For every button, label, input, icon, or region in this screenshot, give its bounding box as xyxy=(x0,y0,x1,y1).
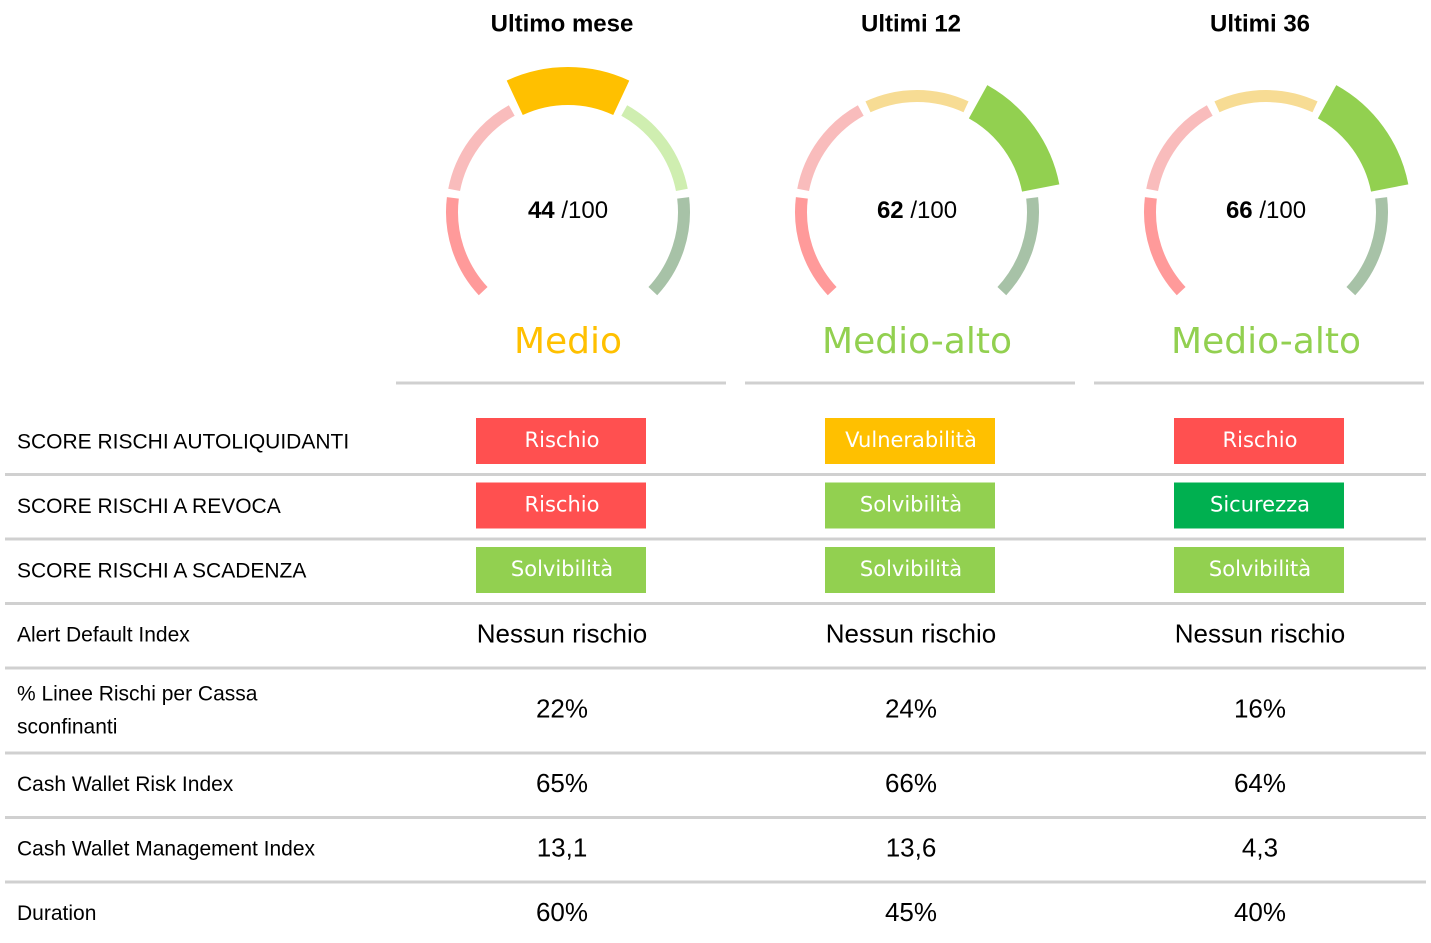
badge xyxy=(825,418,995,464)
gauge-segment xyxy=(795,197,837,296)
cell-value: Nessun rischio xyxy=(1175,619,1346,649)
badge-text: Vulnerabilità xyxy=(845,428,977,452)
cell-value: 66% xyxy=(885,768,937,798)
gauge-active-segment xyxy=(968,85,1060,193)
gauge-segment xyxy=(797,105,864,192)
badge-text: Solvibilità xyxy=(1209,557,1311,581)
gauge-active-segment xyxy=(506,67,630,116)
gauge-segment xyxy=(648,197,690,296)
gauge-segment xyxy=(448,105,515,192)
cell-value: Nessun rischio xyxy=(477,619,648,649)
cell-value: 16% xyxy=(1234,693,1286,723)
gauge-segment xyxy=(1346,197,1388,296)
gauge-segment xyxy=(1214,90,1318,113)
badge-text: Solvibilità xyxy=(860,557,962,581)
gauge-segment xyxy=(446,197,488,296)
cell-value: 40% xyxy=(1234,897,1286,927)
row-label: Duration xyxy=(17,902,96,925)
score-value: 62 xyxy=(877,197,904,224)
badge-text: Solvibilità xyxy=(860,493,962,517)
gauge-score: 44 /100 xyxy=(528,197,608,224)
score-value: 44 xyxy=(528,197,555,224)
badge-text: Rischio xyxy=(525,428,600,452)
score-max: /100 xyxy=(910,197,957,224)
cell-value: 64% xyxy=(1234,768,1286,798)
cell-value: 45% xyxy=(885,897,937,927)
row-label: SCORE RISCHI A REVOCA xyxy=(17,495,281,518)
gauge-active-segment xyxy=(1317,85,1409,193)
score-max: /100 xyxy=(1259,197,1306,224)
score-max: /100 xyxy=(561,197,608,224)
badge-text: Solvibilità xyxy=(511,557,613,581)
row-label: % Linee Rischi per Cassa sconfinanti xyxy=(17,682,258,738)
badge xyxy=(1174,482,1344,529)
gauge-segment xyxy=(621,105,688,192)
cell-value: 13,1 xyxy=(537,833,588,863)
cell-value: Nessun rischio xyxy=(826,619,997,649)
gauge-segment xyxy=(1144,197,1186,296)
rating: Medio-alto xyxy=(1171,321,1361,362)
badge xyxy=(1174,418,1344,464)
cell-value: 65% xyxy=(536,768,588,798)
cell-value: 24% xyxy=(885,693,937,723)
row-label-line: % Linee Rischi per Cassa xyxy=(17,682,258,705)
badge-text: Rischio xyxy=(525,493,600,517)
cell-value: 60% xyxy=(536,897,588,927)
badge xyxy=(825,482,995,529)
rating: Medio xyxy=(514,321,622,362)
gauge-score: 66 /100 xyxy=(1226,197,1306,224)
gauge-segment xyxy=(997,197,1039,296)
score-value: 66 xyxy=(1226,197,1253,224)
row-label: Cash Wallet Risk Index xyxy=(17,773,234,796)
column-title: Ultimi 36 xyxy=(1210,10,1310,37)
row-label: SCORE RISCHI AUTOLIQUIDANTI xyxy=(17,431,349,454)
badge xyxy=(476,482,646,529)
badge xyxy=(825,547,995,593)
row-label: Cash Wallet Management Index xyxy=(17,837,316,860)
gauge-segment xyxy=(865,90,969,113)
badge xyxy=(476,547,646,593)
rating: Medio-alto xyxy=(822,321,1012,362)
column-title: Ultimo mese xyxy=(491,10,634,37)
row-label: SCORE RISCHI A SCADENZA xyxy=(17,560,306,583)
cell-value: 13,6 xyxy=(886,833,937,863)
gauge-segment xyxy=(1146,105,1213,192)
row-label-line: sconfinanti xyxy=(17,715,117,738)
badge xyxy=(1174,547,1344,593)
badge-text: Rischio xyxy=(1223,428,1298,452)
cell-value: 22% xyxy=(536,693,588,723)
cell-value: 4,3 xyxy=(1242,833,1278,863)
badge xyxy=(476,418,646,464)
badge-text: Sicurezza xyxy=(1210,493,1310,517)
gauge-score: 62 /100 xyxy=(877,197,957,224)
column-title: Ultimi 12 xyxy=(861,10,961,37)
row-label: Alert Default Index xyxy=(17,623,190,646)
